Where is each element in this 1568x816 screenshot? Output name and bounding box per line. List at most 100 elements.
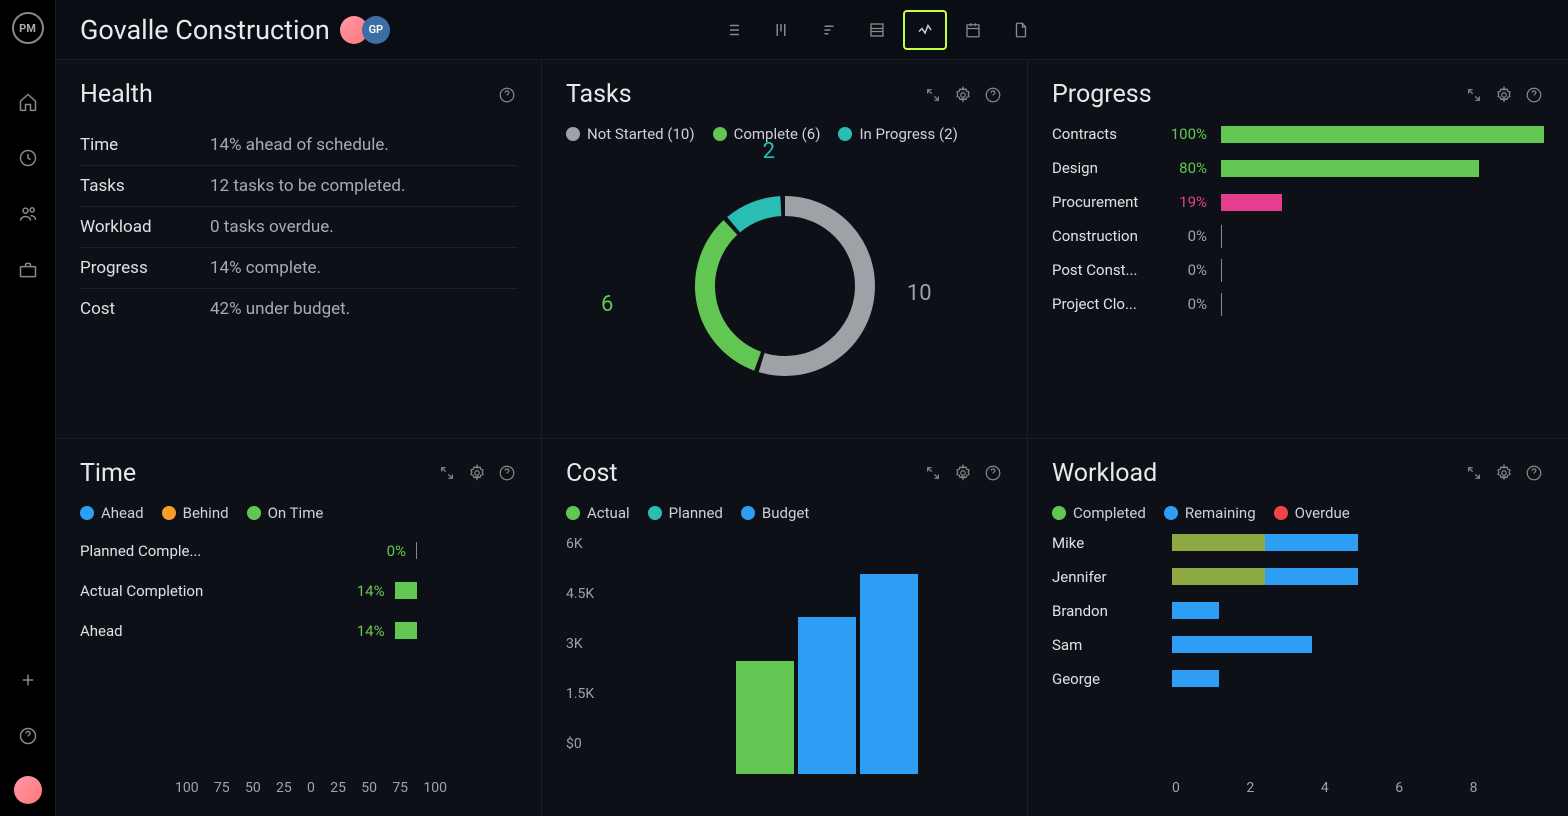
legend-item: Ahead bbox=[80, 504, 144, 522]
workload-key: George bbox=[1052, 670, 1172, 688]
legend-item: On Time bbox=[247, 504, 324, 522]
progress-key: Construction bbox=[1052, 227, 1157, 245]
cost-bar bbox=[798, 617, 856, 774]
progress-row: Post Const...0% bbox=[1052, 261, 1544, 279]
time-value: 14% bbox=[335, 582, 385, 600]
legend-item: Actual bbox=[566, 504, 630, 522]
calendar-view-icon[interactable] bbox=[951, 10, 995, 50]
avatar[interactable]: GP bbox=[362, 16, 390, 44]
help-icon[interactable] bbox=[1524, 85, 1544, 105]
board-view-icon[interactable] bbox=[759, 10, 803, 50]
workload-row: Jennifer bbox=[1052, 568, 1544, 586]
help-icon[interactable] bbox=[497, 85, 517, 105]
health-row: Workload0 tasks overdue. bbox=[80, 207, 517, 248]
progress-row: Design80% bbox=[1052, 159, 1544, 177]
health-card: Health Time14% ahead of schedule.Tasks12… bbox=[56, 60, 541, 438]
legend-item: Completed bbox=[1052, 504, 1146, 522]
cost-y-label: $0 bbox=[566, 736, 582, 752]
expand-icon[interactable] bbox=[437, 463, 457, 483]
view-nav bbox=[711, 10, 1043, 50]
health-row: Progress14% complete. bbox=[80, 248, 517, 289]
help-icon[interactable] bbox=[983, 85, 1003, 105]
progress-key: Post Const... bbox=[1052, 261, 1157, 279]
health-key: Progress bbox=[80, 258, 210, 278]
expand-icon[interactable] bbox=[1464, 463, 1484, 483]
expand-icon[interactable] bbox=[1464, 85, 1484, 105]
legend-item: Planned bbox=[648, 504, 723, 522]
gear-icon[interactable] bbox=[953, 463, 973, 483]
time-key: Ahead bbox=[80, 622, 335, 640]
health-row: Cost42% under budget. bbox=[80, 289, 517, 329]
progress-row: Project Clo...0% bbox=[1052, 295, 1544, 313]
user-avatar[interactable] bbox=[14, 776, 42, 804]
legend-item: Behind bbox=[162, 504, 229, 522]
people-icon[interactable] bbox=[16, 202, 40, 226]
cost-bar bbox=[860, 574, 918, 774]
health-key: Tasks bbox=[80, 176, 210, 196]
progress-title: Progress bbox=[1052, 80, 1152, 109]
briefcase-icon[interactable] bbox=[16, 258, 40, 282]
health-title: Health bbox=[80, 80, 153, 109]
donut-label: 6 bbox=[601, 292, 613, 317]
workload-card: Workload CompletedRemainingOverdue MikeJ… bbox=[1028, 439, 1568, 816]
gear-icon[interactable] bbox=[953, 85, 973, 105]
time-key: Actual Completion bbox=[80, 582, 335, 600]
time-title: Time bbox=[80, 459, 136, 488]
gear-icon[interactable] bbox=[1494, 85, 1514, 105]
progress-card: Progress Contracts100%Design80%Procureme… bbox=[1028, 60, 1568, 438]
expand-icon[interactable] bbox=[923, 463, 943, 483]
gear-icon[interactable] bbox=[467, 463, 487, 483]
tasks-card: Tasks Not Started (10)Complete (6)In Pro… bbox=[542, 60, 1027, 438]
progress-value: 100% bbox=[1157, 125, 1207, 143]
sidebar: PM bbox=[0, 0, 56, 816]
time-row: Planned Comple...0% bbox=[80, 542, 517, 560]
gantt-view-icon[interactable] bbox=[807, 10, 851, 50]
progress-value: 19% bbox=[1157, 193, 1207, 211]
topbar: Govalle Construction GP bbox=[56, 0, 1568, 60]
gear-icon[interactable] bbox=[1494, 463, 1514, 483]
logo[interactable]: PM bbox=[12, 12, 44, 44]
home-icon[interactable] bbox=[16, 90, 40, 114]
list-view-icon[interactable] bbox=[711, 10, 755, 50]
progress-key: Project Clo... bbox=[1052, 295, 1157, 313]
cost-y-label: 1.5K bbox=[566, 686, 594, 702]
help-icon[interactable] bbox=[983, 463, 1003, 483]
workload-key: Sam bbox=[1052, 636, 1172, 654]
health-value: 42% under budget. bbox=[210, 299, 350, 319]
sheet-view-icon[interactable] bbox=[855, 10, 899, 50]
health-value: 14% ahead of schedule. bbox=[210, 135, 389, 155]
help-icon[interactable] bbox=[497, 463, 517, 483]
expand-icon[interactable] bbox=[923, 85, 943, 105]
health-row: Time14% ahead of schedule. bbox=[80, 125, 517, 166]
file-view-icon[interactable] bbox=[999, 10, 1043, 50]
help-icon[interactable] bbox=[16, 724, 40, 748]
clock-icon[interactable] bbox=[16, 146, 40, 170]
time-row: Ahead14% bbox=[80, 622, 517, 640]
legend-item: Budget bbox=[741, 504, 809, 522]
health-row: Tasks12 tasks to be completed. bbox=[80, 166, 517, 207]
legend-item: In Progress (2) bbox=[838, 125, 957, 143]
health-key: Time bbox=[80, 135, 210, 155]
health-value: 12 tasks to be completed. bbox=[210, 176, 405, 196]
time-row: Actual Completion14% bbox=[80, 582, 517, 600]
health-value: 0 tasks overdue. bbox=[210, 217, 334, 237]
workload-key: Brandon bbox=[1052, 602, 1172, 620]
donut-label: 10 bbox=[907, 281, 932, 306]
legend-item: Not Started (10) bbox=[566, 125, 695, 143]
time-value: 14% bbox=[335, 622, 385, 640]
progress-value: 0% bbox=[1157, 261, 1207, 279]
health-value: 14% complete. bbox=[210, 258, 321, 278]
progress-value: 80% bbox=[1157, 159, 1207, 177]
health-key: Workload bbox=[80, 217, 210, 237]
progress-key: Procurement bbox=[1052, 193, 1157, 211]
workload-row: Mike bbox=[1052, 534, 1544, 552]
plus-icon[interactable] bbox=[16, 668, 40, 692]
progress-row: Procurement19% bbox=[1052, 193, 1544, 211]
project-avatars[interactable]: GP bbox=[346, 16, 390, 44]
cost-y-label: 3K bbox=[566, 636, 583, 652]
help-icon[interactable] bbox=[1524, 463, 1544, 483]
progress-value: 0% bbox=[1157, 295, 1207, 313]
workload-title: Workload bbox=[1052, 459, 1157, 488]
progress-value: 0% bbox=[1157, 227, 1207, 245]
dashboard-view-icon[interactable] bbox=[903, 10, 947, 50]
